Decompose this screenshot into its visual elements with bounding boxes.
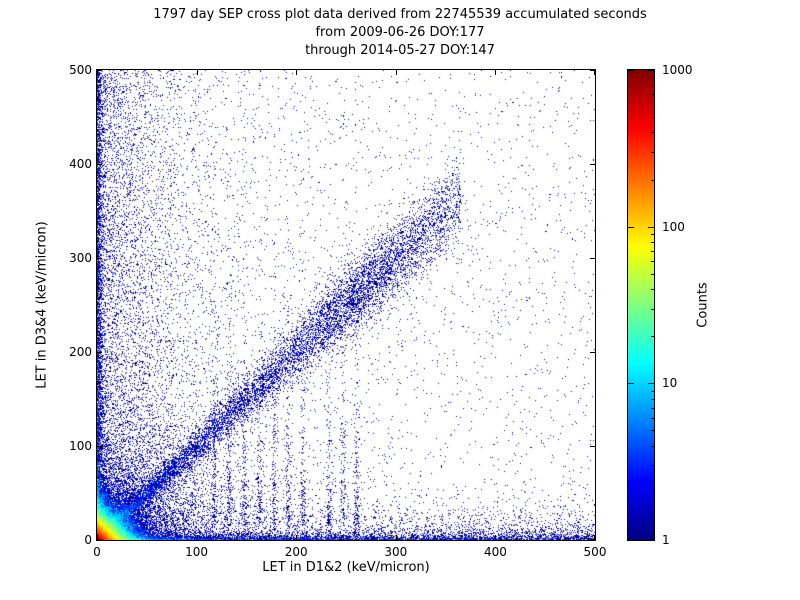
colorbar-minor-tick (651, 493, 654, 494)
chart-title-line3: through 2014-05-27 DOY:147 (305, 43, 495, 58)
x-axis-tick (97, 535, 98, 540)
y-axis-tick (97, 70, 102, 71)
colorbar-tick (648, 70, 654, 71)
colorbar-minor-tick (651, 289, 654, 290)
colorbar-tick (648, 227, 654, 228)
x-tick-label: 100 (185, 545, 209, 559)
x-axis-label: LET in D1&2 (keV/micron) (262, 560, 430, 575)
x-axis-tick (97, 70, 98, 75)
y-axis-tick (590, 258, 595, 259)
colorbar-minor-tick (651, 94, 654, 95)
colorbar-minor-tick (651, 234, 654, 235)
chart-title-line1: 1797 day SEP cross plot data derived fro… (153, 7, 647, 22)
x-axis-tick (396, 70, 397, 75)
colorbar-minor-tick (651, 132, 654, 133)
colorbar-minor-tick (651, 77, 654, 78)
colorbar-tick (648, 383, 654, 384)
chart-title-line2: from 2009-06-26 DOY:177 (315, 25, 485, 40)
colorbar-minor-tick (651, 242, 654, 243)
y-axis-tick (97, 352, 102, 353)
scatter-heatmap-canvas (97, 70, 595, 540)
colorbar-minor-tick (651, 105, 654, 106)
colorbar-minor-tick (651, 465, 654, 466)
x-tick-label: 400 (483, 545, 507, 559)
x-axis-tick (296, 70, 297, 75)
y-tick-label: 0 (84, 533, 92, 547)
y-axis-tick (590, 446, 595, 447)
colorbar-minor-tick (651, 85, 654, 86)
colorbar-tick (648, 539, 654, 540)
colorbar-tick (628, 383, 634, 384)
colorbar-tick (628, 70, 634, 71)
y-axis-tick (97, 446, 102, 447)
colorbar (627, 69, 655, 541)
colorbar-minor-tick (651, 418, 654, 419)
plot-area (96, 69, 596, 541)
colorbar-tick-label: 1000 (662, 63, 693, 77)
x-axis-tick (296, 535, 297, 540)
colorbar-tick-label: 10 (662, 376, 678, 391)
y-axis-tick (590, 539, 595, 540)
x-axis-tick (197, 535, 198, 540)
x-tick-label: 0 (93, 545, 101, 559)
x-axis-tick (594, 70, 595, 75)
y-tick-label: 200 (69, 345, 92, 359)
y-axis-tick (590, 70, 595, 71)
x-tick-label: 300 (384, 545, 408, 559)
colorbar-gradient (628, 70, 654, 540)
y-tick-label: 400 (69, 157, 92, 171)
y-tick-label: 300 (69, 251, 92, 265)
colorbar-minor-tick (651, 261, 654, 262)
colorbar-minor-tick (651, 408, 654, 409)
colorbar-minor-tick (651, 274, 654, 275)
x-axis-tick (594, 535, 595, 540)
chart-title-block: 1797 day SEP cross plot data derived fro… (0, 6, 800, 60)
x-axis-tick (495, 70, 496, 75)
colorbar-minor-tick (651, 117, 654, 118)
x-tick-label: 200 (284, 545, 308, 559)
y-axis-tick (590, 164, 595, 165)
colorbar-minor-tick (651, 336, 654, 337)
y-axis-tick (97, 164, 102, 165)
y-axis-tick (97, 539, 102, 540)
colorbar-minor-tick (651, 399, 654, 400)
colorbar-tick (628, 227, 634, 228)
colorbar-minor-tick (651, 152, 654, 153)
x-tick-label: 500 (583, 545, 607, 559)
x-axis-tick (197, 70, 198, 75)
x-axis-tick (396, 535, 397, 540)
colorbar-minor-tick (651, 430, 654, 431)
colorbar-minor-tick (651, 309, 654, 310)
colorbar-label: Counts (695, 282, 711, 328)
colorbar-minor-tick (651, 180, 654, 181)
colorbar-minor-tick (651, 251, 654, 252)
y-tick-label: 100 (69, 439, 92, 453)
colorbar-tick-label: 1 (662, 533, 670, 547)
y-axis-tick (590, 352, 595, 353)
x-axis-tick (495, 535, 496, 540)
y-axis-tick (97, 258, 102, 259)
y-tick-label: 500 (69, 63, 92, 77)
colorbar-tick-label: 100 (662, 219, 685, 234)
colorbar-minor-tick (651, 446, 654, 447)
colorbar-tick (628, 539, 634, 540)
y-axis-label: LET in D3&4 (keV/micron) (34, 221, 50, 389)
colorbar-minor-tick (651, 391, 654, 392)
